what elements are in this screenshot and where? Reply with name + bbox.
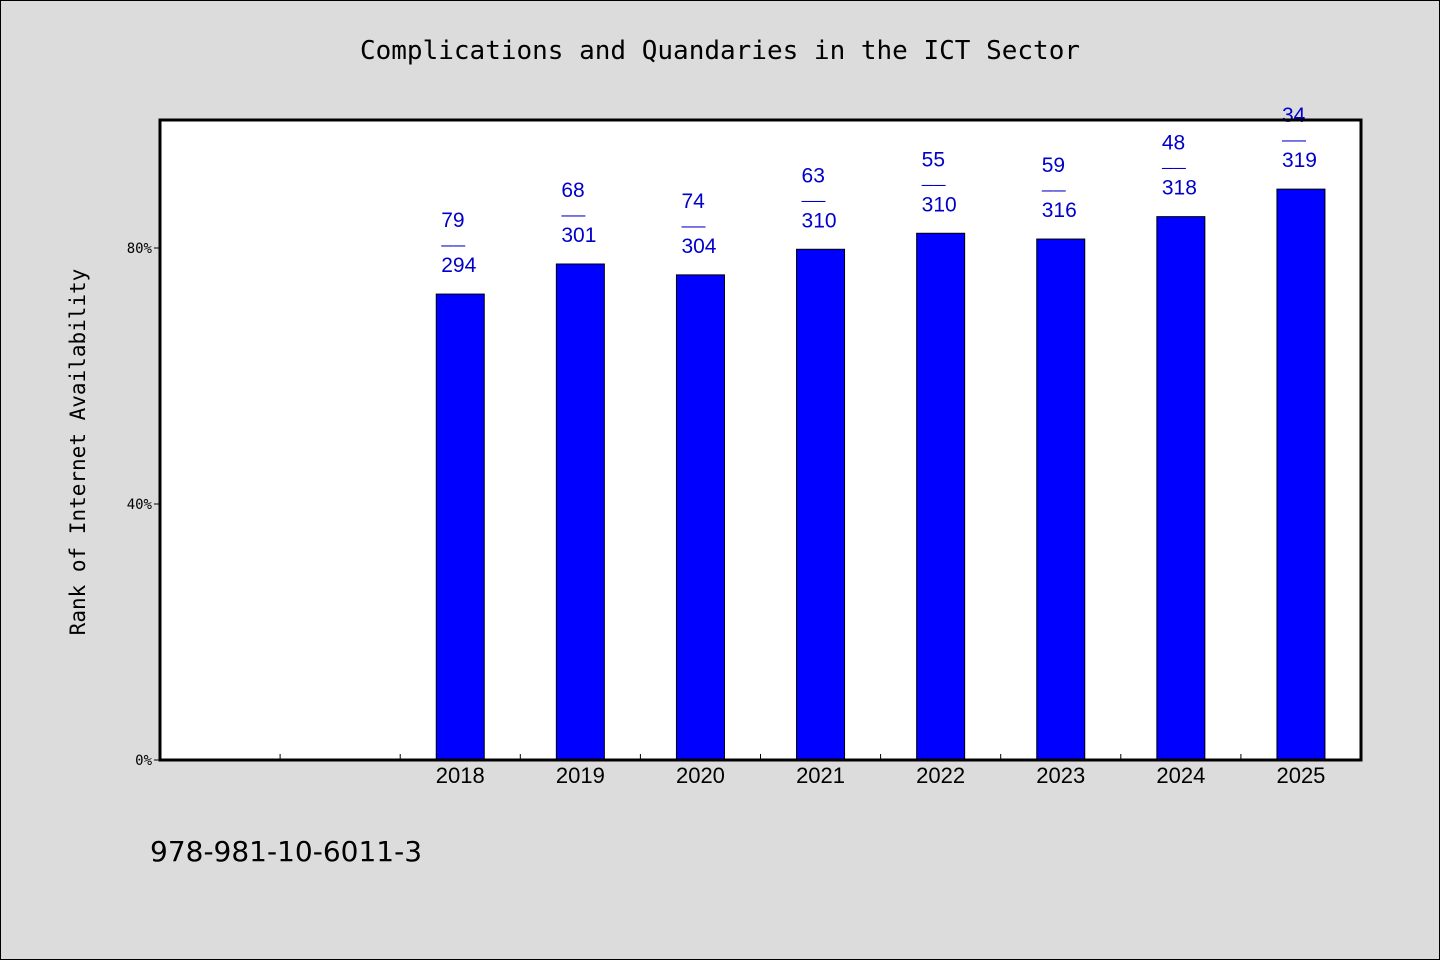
bar-label-top: 55: [922, 148, 945, 171]
bar-label-top: 63: [802, 164, 825, 187]
bar-2023: [1036, 238, 1086, 761]
bar-2018: [435, 293, 485, 761]
x-tick-label: 2018: [436, 763, 485, 788]
y-tick-label: 40%: [127, 497, 153, 513]
bar-label-bottom: 319: [1282, 149, 1317, 172]
bar-label-separator: ——: [1282, 132, 1306, 149]
bar-label-bottom: 304: [681, 235, 716, 258]
bar-label-bottom: 310: [922, 193, 957, 216]
bar-label-separator: ——: [1042, 182, 1066, 199]
bar-label-bottom: 294: [441, 254, 476, 277]
bar-label-bottom: 310: [802, 209, 837, 232]
bar-label-separator: ——: [441, 237, 465, 254]
bar-label-bottom: 318: [1162, 177, 1197, 200]
x-tick-label: 2019: [556, 763, 605, 788]
bar-2022: [916, 232, 966, 761]
isbn-footer: 978-981-10-6011-3: [150, 835, 423, 868]
bar-2019: [555, 263, 605, 761]
bar-label-top: 59: [1042, 154, 1065, 177]
bar-label-bottom: 301: [561, 224, 596, 247]
bar-label-top: 68: [561, 179, 584, 202]
bar-label-separator: ——: [802, 192, 826, 209]
bar-label-bottom: 316: [1042, 199, 1077, 222]
x-tick-label: 2025: [1276, 763, 1325, 788]
bar-label-separator: ——: [922, 176, 946, 193]
bar-2021: [796, 248, 846, 761]
x-tick-label: 2024: [1156, 763, 1205, 788]
bar-2020: [675, 274, 725, 761]
bar-label-top: 34: [1282, 104, 1306, 127]
y-tick-label: 80%: [127, 241, 153, 257]
bar-label-separator: ——: [1162, 160, 1186, 177]
bar-label-top: 48: [1162, 132, 1185, 155]
bar-label-top: 74: [681, 190, 705, 213]
x-tick-label: 2022: [916, 763, 965, 788]
plot-border: [158, 118, 1363, 762]
x-tick-label: 2021: [796, 763, 845, 788]
bar-label-separator: ——: [681, 218, 705, 235]
x-tick-label: 2020: [676, 763, 725, 788]
bar-label-separator: ——: [561, 207, 585, 224]
x-tick-label: 2023: [1036, 763, 1085, 788]
bar-2025: [1276, 188, 1326, 761]
y-tick-label: 0%: [135, 753, 152, 769]
chart-title: Complications and Quandaries in the ICT …: [359, 36, 1081, 66]
bar-label-top: 79: [441, 209, 464, 232]
bar-2024: [1156, 216, 1206, 761]
